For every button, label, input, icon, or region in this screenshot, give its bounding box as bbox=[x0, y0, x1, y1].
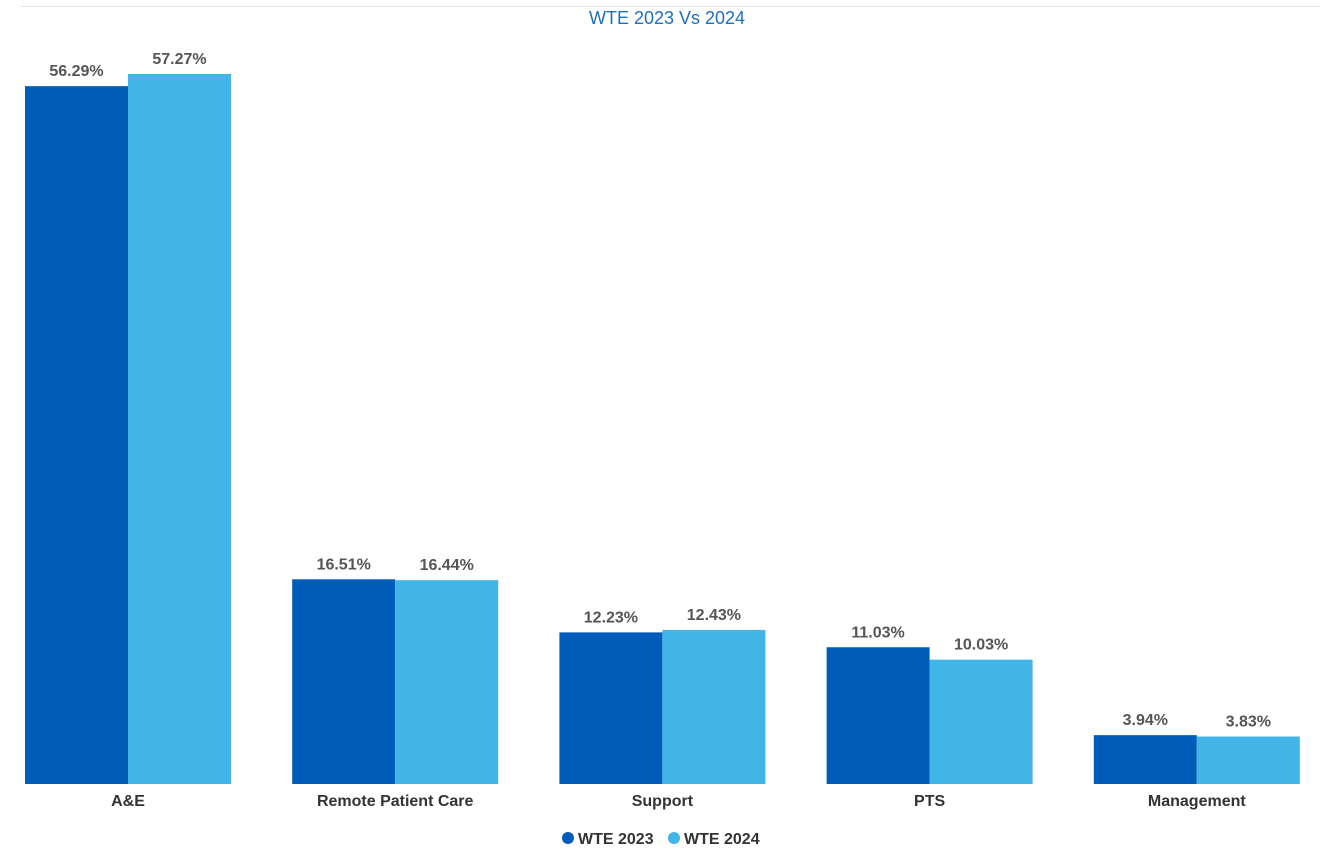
bar-pts-wte-2023[interactable] bbox=[826, 647, 930, 784]
category-label-support: Support bbox=[632, 793, 694, 810]
bar-support-wte-2023[interactable] bbox=[559, 632, 663, 784]
data-label-support-wte-2024: 12.43% bbox=[687, 607, 741, 624]
legend-marker-wte-2024 bbox=[668, 832, 680, 844]
data-label-support-wte-2023: 12.23% bbox=[584, 609, 638, 626]
bar-remote-patient-care-wte-2024[interactable] bbox=[395, 580, 499, 784]
bars-layer bbox=[25, 74, 1300, 784]
legend-label-wte-2023: WTE 2023 bbox=[578, 831, 654, 848]
data-label-remote-patient-care-wte-2023: 16.51% bbox=[317, 556, 371, 573]
bar-remote-patient-care-wte-2023[interactable] bbox=[292, 579, 396, 784]
legend-marker-wte-2023 bbox=[562, 832, 574, 844]
legend-item-wte-2024[interactable]: WTE 2024 bbox=[668, 831, 760, 848]
category-axis: A&E Remote Patient Care Support PTS Manageme… bbox=[111, 793, 1246, 810]
top-divider bbox=[20, 6, 1320, 7]
data-label-remote-patient-care-wte-2024: 16.44% bbox=[420, 557, 474, 574]
data-label-a-e-wte-2023: 56.29% bbox=[49, 63, 103, 80]
bar-support-wte-2024[interactable] bbox=[662, 629, 766, 784]
bar-management-wte-2024[interactable] bbox=[1196, 736, 1300, 784]
bar-a-e-wte-2023[interactable] bbox=[25, 86, 128, 784]
category-label-management: Management bbox=[1148, 793, 1246, 810]
bar-a-e-wte-2024[interactable] bbox=[128, 74, 231, 784]
chart-title: WTE 2023 Vs 2024 bbox=[589, 8, 745, 28]
data-label-management-wte-2024: 3.83% bbox=[1226, 714, 1271, 731]
legend-item-wte-2023[interactable]: WTE 2023 bbox=[562, 831, 654, 848]
category-label-pts: PTS bbox=[914, 793, 945, 810]
bar-management-wte-2023[interactable] bbox=[1093, 735, 1197, 784]
legend-label-wte-2024: WTE 2024 bbox=[684, 831, 760, 848]
category-label-remote-patient-care: Remote Patient Care bbox=[317, 793, 474, 810]
data-label-pts-wte-2023: 11.03% bbox=[851, 624, 904, 641]
bar-pts-wte-2024[interactable] bbox=[929, 659, 1033, 784]
data-label-pts-wte-2024: 10.03% bbox=[954, 637, 1008, 654]
legend: WTE 2023 WTE 2024 bbox=[562, 831, 760, 848]
category-label-a-e: A&E bbox=[111, 793, 145, 810]
data-label-a-e-wte-2024: 57.27% bbox=[152, 51, 206, 68]
data-labels-layer: 56.29% 57.27% 16.51% 16.44% 12.23% 12.43% 11.0… bbox=[49, 51, 1271, 731]
data-label-management-wte-2023: 3.94% bbox=[1123, 712, 1168, 729]
